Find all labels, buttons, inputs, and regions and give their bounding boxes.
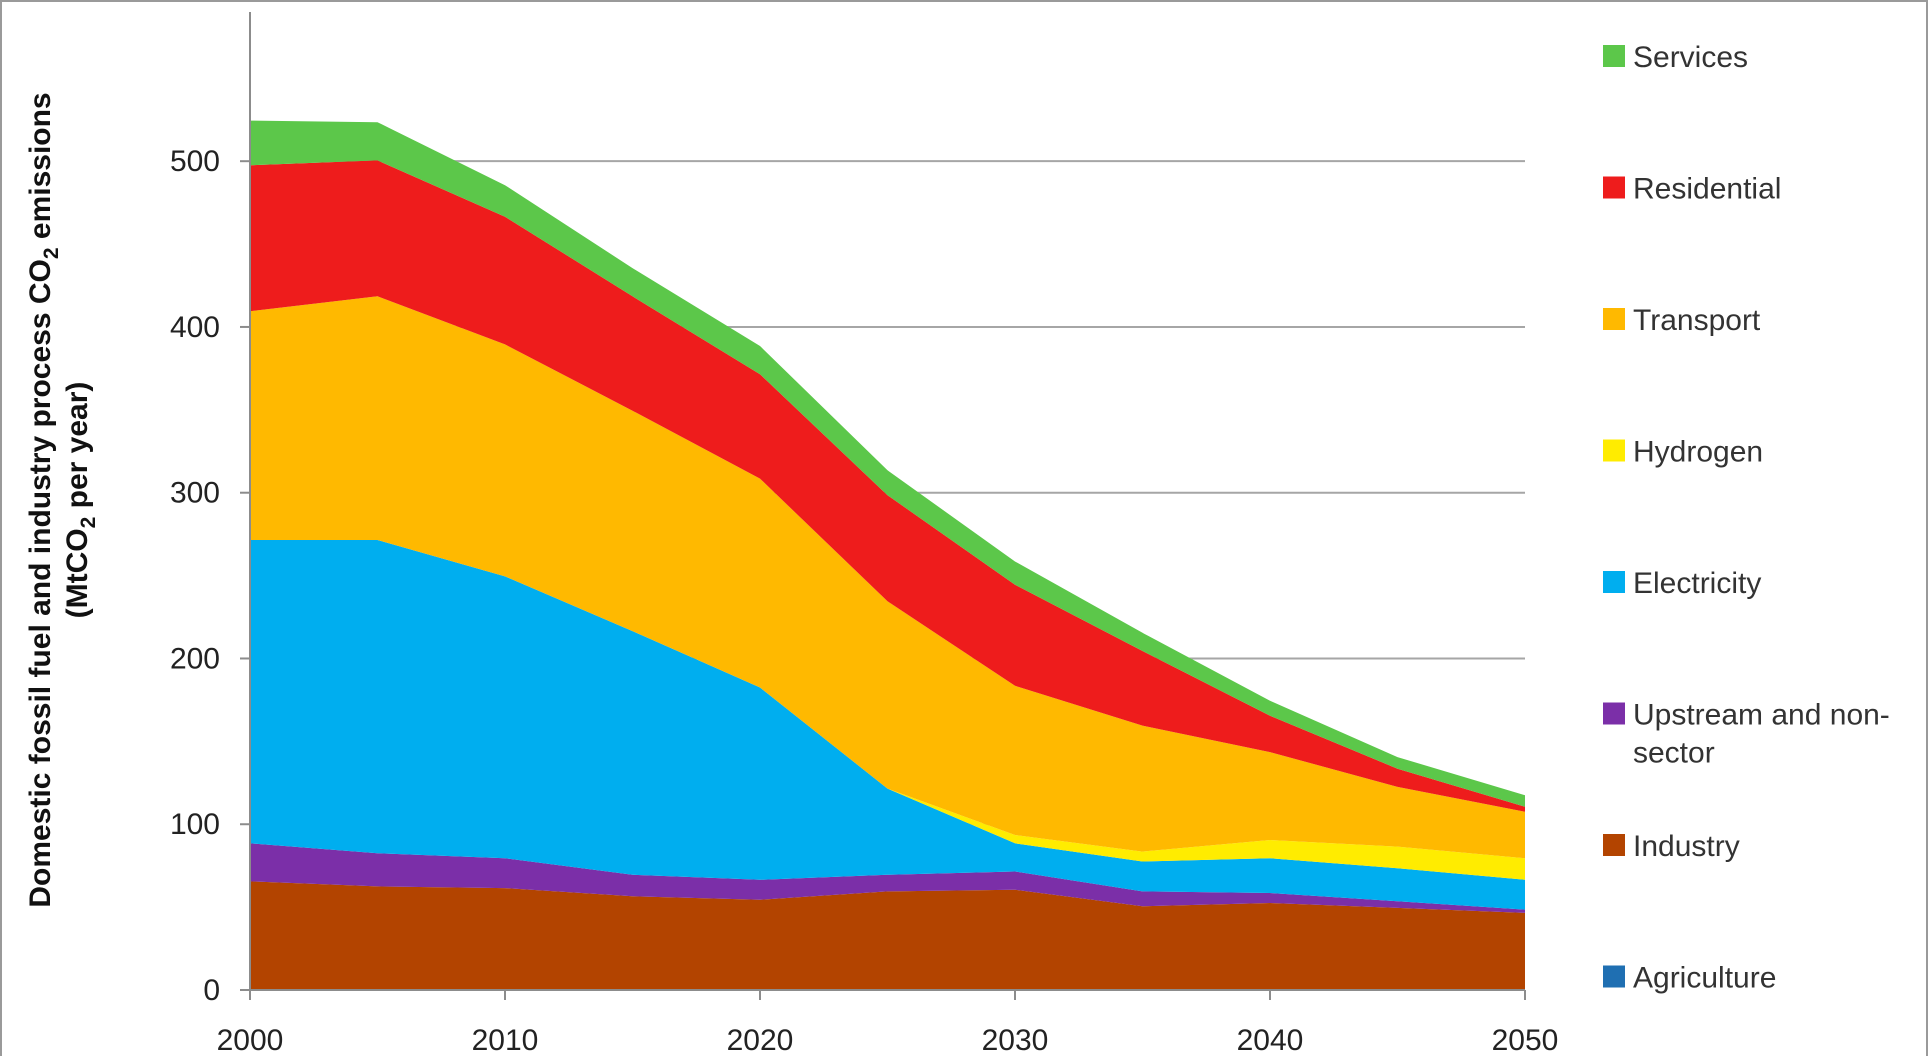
area-electricity (250, 540, 1525, 910)
legend-item-electricity: Electricity (1603, 567, 1761, 600)
plot-areas (250, 120, 1525, 990)
x-tick-label-2040: 2040 (1237, 1024, 1304, 1056)
legend-item-services: Services (1603, 41, 1748, 74)
y-tick-label-200: 200 (170, 642, 220, 675)
y-tick-label-400: 400 (170, 311, 220, 344)
y-tick-label-300: 300 (170, 477, 220, 510)
x-tick-labels: 2000 2010 2020 2030 2040 2050 (217, 1024, 1559, 1056)
legend-label-transport: Transport (1633, 304, 1761, 337)
legend-item-upstream-and-non-sector: Upstream and non-sector (1603, 699, 1890, 770)
area-industry (250, 881, 1525, 990)
y-axis-label-line2-sub: 2 (77, 517, 100, 529)
legend-label-electricity: Electricity (1633, 567, 1761, 600)
legend-swatch-hydrogen (1603, 439, 1625, 462)
legend: Services Residential Transport Hydrogen Elec… (1603, 41, 1890, 995)
y-axis-label-line2: (MtCO2 per year) (61, 382, 100, 619)
y-axis-label-line1-main: Domestic fossil fuel and industry proces… (24, 259, 57, 908)
legend-swatch-upstream-and-non-sector (1603, 702, 1625, 725)
y-axis-label-line2-end: per year) (61, 382, 94, 517)
y-axis-label-line2-main: (MtCO (61, 528, 94, 618)
area-transport (250, 296, 1525, 859)
x-tick-label-2020: 2020 (727, 1024, 794, 1056)
x-tick-label-2010: 2010 (472, 1024, 539, 1056)
y-tick-label-500: 500 (170, 145, 220, 178)
legend-swatch-services (1603, 45, 1625, 67)
y-axis-label-line1-sub: 2 (40, 247, 63, 259)
legend-swatch-agriculture (1603, 965, 1625, 988)
area-residential (250, 160, 1525, 812)
legend-item-residential: Residential (1603, 173, 1781, 206)
axes (240, 12, 1526, 1000)
y-axis-label-line1: Domestic fossil fuel and industry proces… (24, 92, 63, 907)
legend-label-upstream-and-non-sector: Upstream and non- (1633, 699, 1890, 732)
x-tick-label-2050: 2050 (1492, 1024, 1559, 1056)
x-tick-label-2030: 2030 (982, 1024, 1049, 1056)
y-tick-label-100: 100 (170, 808, 220, 841)
area-upstream-and-non-sector (250, 843, 1525, 913)
legend-label-residential: Residential (1633, 173, 1781, 206)
legend-item-agriculture: Agriculture (1603, 962, 1776, 995)
y-tick-labels: 0 100 200 300 400 500 (170, 145, 220, 1007)
legend-swatch-transport (1603, 308, 1625, 330)
legend-label-agriculture: Agriculture (1633, 962, 1776, 995)
x-tick-label-2000: 2000 (217, 1024, 284, 1056)
y-tick-label-0: 0 (203, 974, 220, 1007)
y-axis-label-line1-end: emissions (24, 92, 57, 247)
legend-label-hydrogen: Hydrogen (1633, 436, 1763, 469)
legend-item-industry: Industry (1603, 830, 1740, 863)
legend-swatch-electricity (1603, 571, 1625, 593)
legend-label-services: Services (1633, 41, 1748, 74)
legend-swatch-residential (1603, 176, 1625, 199)
legend-item-transport: Transport (1603, 304, 1761, 337)
y-axis-label: Domestic fossil fuel and industry proces… (24, 92, 100, 907)
legend-swatch-industry (1603, 834, 1625, 856)
legend-label-industry: Industry (1633, 830, 1740, 863)
legend-label-upstream-and-non-sector-line2: sector (1633, 737, 1715, 770)
legend-item-hydrogen: Hydrogen (1603, 436, 1763, 469)
